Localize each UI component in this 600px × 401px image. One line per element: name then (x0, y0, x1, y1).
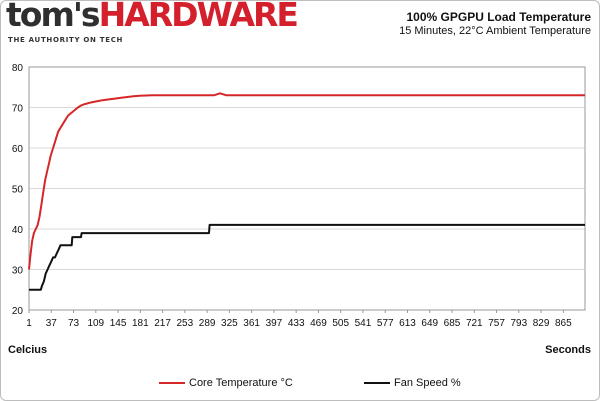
y-tick-label-40: 40 (12, 225, 24, 236)
x-tick-label-721: 721 (466, 318, 483, 329)
chart-title: 100% GPGPU Load Temperature (406, 10, 592, 24)
x-tick-label-433: 433 (288, 318, 305, 329)
x-axis-label: Seconds (545, 344, 591, 356)
chart-subtitle: 15 Minutes, 22°C Ambient Temperature (399, 25, 591, 37)
x-tick-label-37: 37 (46, 318, 58, 329)
legend-label-fan: Fan Speed % (394, 377, 461, 389)
logo-text-hardware: HARDWARE (98, 0, 299, 34)
logo-tagline: THE AUTHORITY ON TECH (8, 36, 124, 44)
x-tick-label-793: 793 (510, 318, 527, 329)
x-tick-label-361: 361 (243, 318, 260, 329)
y-tick-label-30: 30 (12, 266, 24, 277)
x-tick-label-469: 469 (310, 318, 327, 329)
y-tick-label-20: 20 (12, 306, 24, 317)
x-tick-label-577: 577 (377, 318, 394, 329)
y-axis-label: Celcius (8, 344, 48, 356)
logo-text-toms: tom's (6, 0, 101, 34)
x-tick-label-865: 865 (555, 318, 572, 329)
x-tick-label-181: 181 (132, 318, 149, 329)
x-tick-label-73: 73 (68, 318, 80, 329)
y-tick-label-50: 50 (12, 185, 24, 196)
x-tick-label-649: 649 (421, 318, 438, 329)
y-tick-label-60: 60 (12, 144, 24, 155)
x-tick-label-505: 505 (332, 318, 349, 329)
x-tick-label-289: 289 (199, 318, 216, 329)
x-tick-label-757: 757 (488, 318, 505, 329)
legend-swatch-core (159, 382, 185, 384)
legend-swatch-fan (364, 382, 390, 384)
legend-item-core-temperature: Core Temperature °C (159, 377, 293, 389)
x-tick-label-109: 109 (87, 318, 104, 329)
x-tick-label-253: 253 (177, 318, 194, 329)
x-tick-label-325: 325 (221, 318, 238, 329)
y-tick-label-70: 70 (12, 104, 24, 115)
x-tick-label-217: 217 (154, 318, 171, 329)
x-tick-label-541: 541 (355, 318, 372, 329)
legend-label-core: Core Temperature °C (189, 377, 293, 389)
series-line-fan-speed (29, 223, 585, 291)
x-tick-label-397: 397 (266, 318, 283, 329)
x-tick-label-829: 829 (533, 318, 550, 329)
x-tick-label-613: 613 (399, 318, 416, 329)
legend-item-fan-speed: Fan Speed % (364, 377, 461, 389)
site-logo[interactable]: tom'sHARDWARE (6, 0, 299, 34)
x-tick-label-685: 685 (444, 318, 461, 329)
plot-border (28, 66, 586, 311)
x-tick-label-145: 145 (110, 318, 127, 329)
series-line-core-temperature (28, 92, 585, 270)
x-tick-label-1: 1 (26, 318, 32, 329)
y-tick-label-80: 80 (12, 63, 24, 74)
